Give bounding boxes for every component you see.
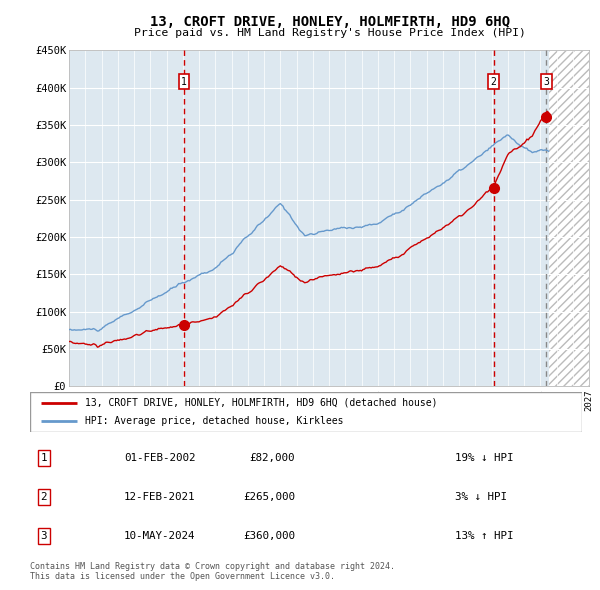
Text: £265,000: £265,000 bbox=[243, 492, 295, 502]
Text: Contains HM Land Registry data © Crown copyright and database right 2024.
This d: Contains HM Land Registry data © Crown c… bbox=[30, 562, 395, 581]
Text: 19% ↓ HPI: 19% ↓ HPI bbox=[455, 453, 514, 463]
Text: £360,000: £360,000 bbox=[243, 531, 295, 541]
Text: £82,000: £82,000 bbox=[250, 453, 295, 463]
Text: HPI: Average price, detached house, Kirklees: HPI: Average price, detached house, Kirk… bbox=[85, 416, 344, 426]
Text: 10-MAY-2024: 10-MAY-2024 bbox=[124, 531, 196, 541]
Text: 1: 1 bbox=[41, 453, 47, 463]
Text: 12-FEB-2021: 12-FEB-2021 bbox=[124, 492, 196, 502]
Text: 13% ↑ HPI: 13% ↑ HPI bbox=[455, 531, 514, 541]
Text: 13, CROFT DRIVE, HONLEY, HOLMFIRTH, HD9 6HQ (detached house): 13, CROFT DRIVE, HONLEY, HOLMFIRTH, HD9 … bbox=[85, 398, 438, 408]
Text: 13, CROFT DRIVE, HONLEY, HOLMFIRTH, HD9 6HQ: 13, CROFT DRIVE, HONLEY, HOLMFIRTH, HD9 … bbox=[150, 15, 510, 29]
Text: 01-FEB-2002: 01-FEB-2002 bbox=[124, 453, 196, 463]
FancyBboxPatch shape bbox=[30, 392, 582, 432]
Text: 1: 1 bbox=[181, 77, 187, 87]
Bar bbox=[548, 50, 589, 386]
Text: 2: 2 bbox=[41, 492, 47, 502]
Text: 2: 2 bbox=[491, 77, 497, 87]
Text: 3: 3 bbox=[544, 77, 550, 87]
Text: 3% ↓ HPI: 3% ↓ HPI bbox=[455, 492, 507, 502]
Text: 3: 3 bbox=[41, 531, 47, 541]
Text: Price paid vs. HM Land Registry's House Price Index (HPI): Price paid vs. HM Land Registry's House … bbox=[134, 28, 526, 38]
